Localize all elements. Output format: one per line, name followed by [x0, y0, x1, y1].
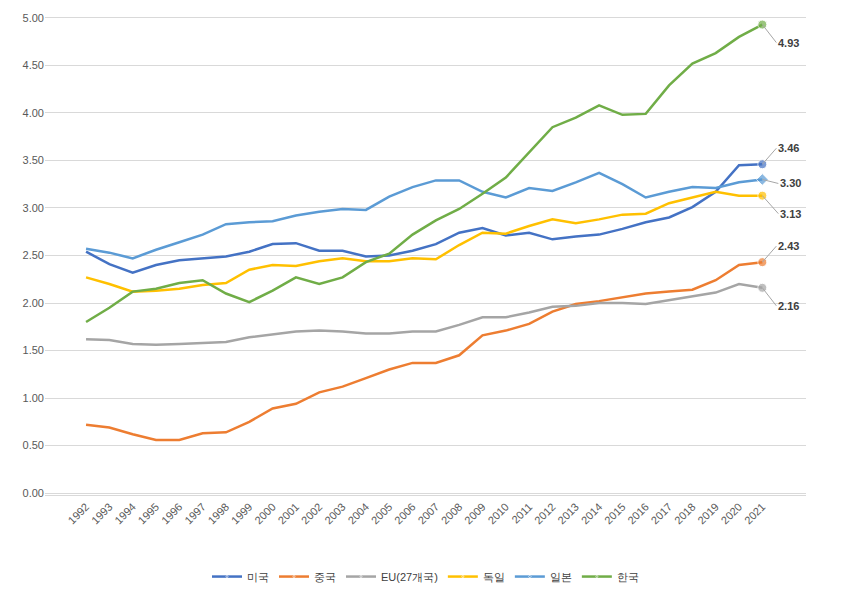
- svg-text:1997: 1997: [182, 501, 208, 527]
- svg-text:2006: 2006: [392, 501, 418, 527]
- svg-text:4.93: 4.93: [778, 37, 799, 49]
- svg-text:2016: 2016: [625, 501, 651, 527]
- svg-text:1994: 1994: [112, 501, 138, 527]
- svg-text:3.13: 3.13: [780, 208, 801, 220]
- svg-text:2007: 2007: [415, 501, 441, 527]
- svg-text:3.30: 3.30: [780, 177, 801, 189]
- svg-text:일본: 일본: [550, 571, 572, 583]
- svg-text:2017: 2017: [649, 501, 675, 527]
- svg-text:2014: 2014: [579, 501, 605, 527]
- svg-text:1993: 1993: [89, 501, 115, 527]
- svg-text:2011: 2011: [509, 501, 534, 526]
- svg-text:3.50: 3.50: [23, 154, 44, 166]
- svg-text:2.16: 2.16: [778, 300, 799, 312]
- svg-text:2.50: 2.50: [23, 249, 44, 261]
- svg-text:1998: 1998: [205, 501, 231, 527]
- svg-text:2018: 2018: [672, 501, 698, 527]
- svg-text:1999: 1999: [229, 501, 255, 527]
- svg-text:EU(27개국): EU(27개국): [381, 571, 438, 583]
- svg-text:1.00: 1.00: [23, 392, 44, 404]
- svg-text:1.50: 1.50: [23, 344, 44, 356]
- svg-text:2010: 2010: [485, 501, 511, 527]
- svg-text:독일: 독일: [483, 571, 505, 583]
- svg-text:2005: 2005: [369, 501, 395, 527]
- svg-text:2.43: 2.43: [778, 240, 799, 252]
- svg-text:1995: 1995: [136, 501, 162, 527]
- svg-text:4.00: 4.00: [23, 107, 44, 119]
- svg-text:0.50: 0.50: [23, 439, 44, 451]
- svg-text:3.00: 3.00: [23, 202, 44, 214]
- svg-text:5.00: 5.00: [23, 12, 44, 24]
- svg-text:2020: 2020: [719, 501, 745, 527]
- svg-text:미국: 미국: [247, 571, 269, 583]
- svg-text:2.00: 2.00: [23, 297, 44, 309]
- svg-text:2021: 2021: [742, 501, 768, 527]
- svg-text:2015: 2015: [602, 501, 628, 527]
- svg-text:0.00: 0.00: [23, 487, 44, 499]
- svg-text:2002: 2002: [299, 501, 325, 527]
- svg-text:2019: 2019: [695, 501, 721, 527]
- svg-text:2004: 2004: [345, 501, 371, 527]
- svg-text:4.50: 4.50: [23, 59, 44, 71]
- svg-text:3.46: 3.46: [778, 142, 799, 154]
- svg-text:2000: 2000: [252, 501, 278, 527]
- svg-text:2013: 2013: [555, 501, 581, 527]
- svg-text:1992: 1992: [66, 501, 92, 527]
- svg-text:중국: 중국: [314, 571, 336, 583]
- svg-text:2012: 2012: [532, 501, 558, 527]
- svg-text:2009: 2009: [462, 501, 488, 527]
- svg-text:한국: 한국: [617, 571, 639, 583]
- svg-text:1996: 1996: [159, 501, 185, 527]
- svg-text:2003: 2003: [322, 501, 348, 527]
- svg-text:2001: 2001: [275, 501, 301, 527]
- svg-text:2008: 2008: [439, 501, 465, 527]
